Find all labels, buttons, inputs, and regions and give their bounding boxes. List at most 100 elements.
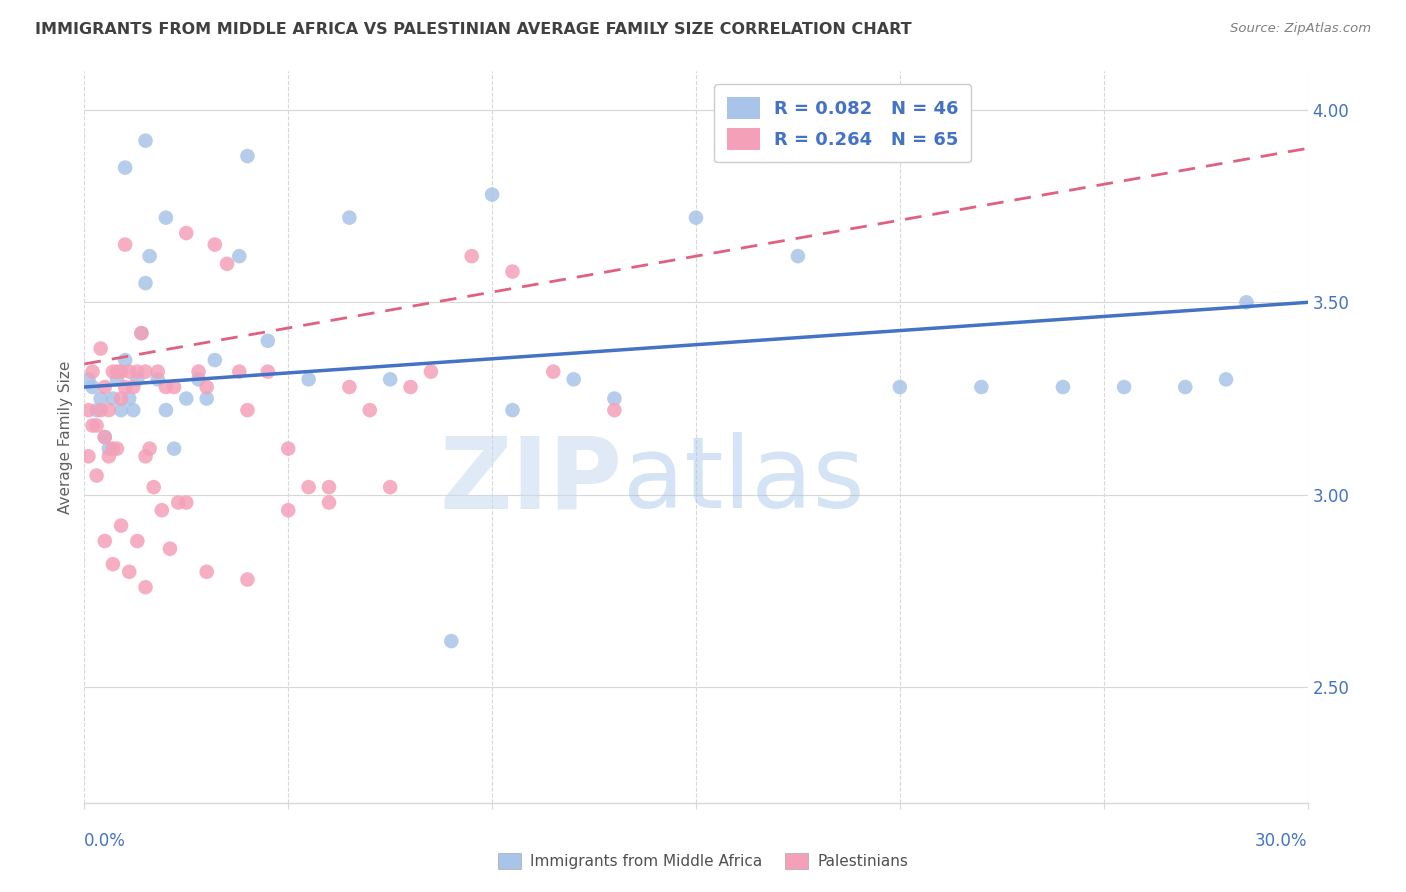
- Point: [127, 372, 149, 386]
- Point: [82, 418, 104, 433]
- Point: [1114, 380, 1136, 394]
- Point: [138, 442, 160, 456]
- Point: [1174, 380, 1197, 394]
- Point: [146, 365, 169, 379]
- Legend: R = 0.082   N = 46, R = 0.264   N = 65: R = 0.082 N = 46, R = 0.264 N = 65: [714, 84, 972, 162]
- Point: [93, 430, 115, 444]
- Point: [502, 403, 524, 417]
- Point: [146, 372, 169, 386]
- Point: [86, 418, 108, 433]
- Point: [135, 580, 157, 594]
- Point: [110, 403, 132, 417]
- Point: [90, 342, 112, 356]
- Point: [163, 442, 186, 456]
- Point: [82, 380, 104, 394]
- Point: [138, 249, 160, 263]
- Point: [257, 334, 280, 348]
- Point: [1236, 295, 1258, 310]
- Point: [114, 161, 136, 175]
- Point: [118, 392, 141, 406]
- Point: [114, 380, 136, 394]
- Point: [195, 392, 218, 406]
- Point: [77, 372, 100, 386]
- Point: [93, 380, 115, 394]
- Point: [155, 380, 177, 394]
- Text: ZIP: ZIP: [440, 433, 623, 530]
- Point: [110, 392, 132, 406]
- Point: [167, 495, 190, 509]
- Point: [122, 380, 145, 394]
- Point: [603, 392, 626, 406]
- Point: [93, 534, 115, 549]
- Point: [420, 365, 443, 379]
- Point: [131, 326, 153, 340]
- Text: 0.0%: 0.0%: [84, 832, 127, 850]
- Point: [257, 365, 280, 379]
- Point: [93, 430, 115, 444]
- Point: [685, 211, 707, 225]
- Point: [142, 480, 165, 494]
- Point: [1052, 380, 1074, 394]
- Point: [603, 403, 626, 417]
- Point: [236, 573, 259, 587]
- Point: [298, 372, 321, 386]
- Point: [135, 450, 157, 464]
- Point: [110, 518, 132, 533]
- Point: [380, 480, 402, 494]
- Point: [127, 365, 149, 379]
- Point: [481, 187, 503, 202]
- Y-axis label: Average Family Size: Average Family Size: [58, 360, 73, 514]
- Text: atlas: atlas: [623, 433, 865, 530]
- Point: [135, 134, 157, 148]
- Point: [97, 450, 120, 464]
- Text: 30.0%: 30.0%: [1256, 832, 1308, 850]
- Point: [77, 450, 100, 464]
- Point: [339, 380, 361, 394]
- Point: [114, 353, 136, 368]
- Point: [118, 565, 141, 579]
- Point: [298, 480, 321, 494]
- Legend: Immigrants from Middle Africa, Palestinians: Immigrants from Middle Africa, Palestini…: [492, 847, 914, 875]
- Point: [114, 237, 136, 252]
- Point: [562, 372, 585, 386]
- Point: [277, 442, 299, 456]
- Point: [228, 365, 250, 379]
- Point: [135, 365, 157, 379]
- Point: [461, 249, 484, 263]
- Point: [159, 541, 181, 556]
- Point: [543, 365, 565, 379]
- Point: [195, 380, 218, 394]
- Point: [163, 380, 186, 394]
- Point: [127, 534, 149, 549]
- Point: [110, 365, 132, 379]
- Point: [359, 403, 381, 417]
- Point: [118, 365, 141, 379]
- Text: IMMIGRANTS FROM MIDDLE AFRICA VS PALESTINIAN AVERAGE FAMILY SIZE CORRELATION CHA: IMMIGRANTS FROM MIDDLE AFRICA VS PALESTI…: [35, 22, 911, 37]
- Point: [380, 372, 402, 386]
- Point: [101, 392, 124, 406]
- Point: [155, 403, 177, 417]
- Point: [339, 211, 361, 225]
- Point: [277, 503, 299, 517]
- Point: [97, 403, 120, 417]
- Point: [86, 468, 108, 483]
- Point: [97, 442, 120, 456]
- Point: [204, 237, 226, 252]
- Point: [131, 326, 153, 340]
- Point: [187, 372, 209, 386]
- Point: [86, 403, 108, 417]
- Point: [105, 365, 128, 379]
- Point: [174, 392, 197, 406]
- Point: [889, 380, 911, 394]
- Point: [440, 634, 463, 648]
- Point: [217, 257, 239, 271]
- Point: [90, 403, 112, 417]
- Point: [236, 149, 259, 163]
- Point: [135, 276, 157, 290]
- Point: [155, 211, 177, 225]
- Point: [1215, 372, 1237, 386]
- Point: [174, 226, 197, 240]
- Point: [236, 403, 259, 417]
- Point: [195, 565, 218, 579]
- Point: [101, 442, 124, 456]
